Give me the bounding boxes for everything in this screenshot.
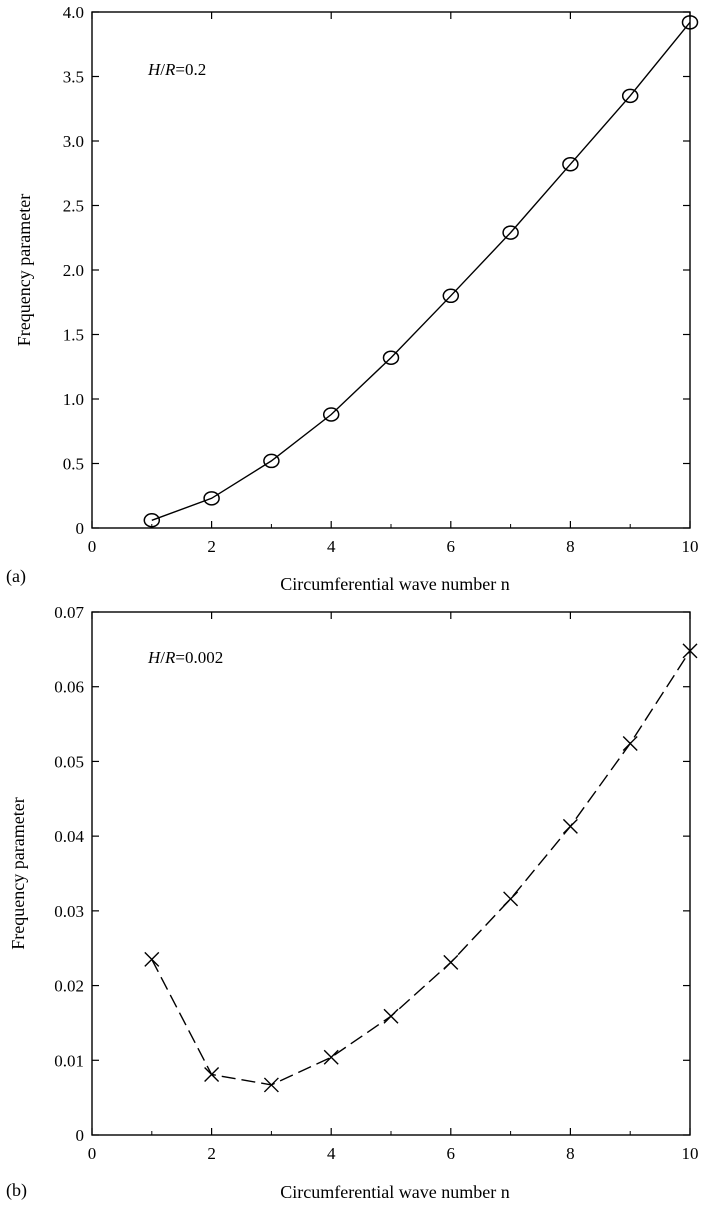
- plot-frame: [91, 611, 691, 1136]
- y-tick-label: 0.5: [63, 455, 84, 474]
- data-point-n5: [382, 350, 400, 365]
- x-tick-label: 8: [566, 537, 575, 556]
- annotation-eq: =: [175, 60, 185, 79]
- series-line: [151, 21, 691, 521]
- data-point-n3: [263, 1077, 279, 1093]
- data-point-n6: [443, 954, 459, 970]
- y-tick-label: 0.04: [54, 827, 84, 846]
- x-tick-label: 4: [327, 537, 336, 556]
- x-tick-label: 0: [88, 1144, 97, 1163]
- y-tick-label: 0.01: [54, 1051, 84, 1070]
- panel-label: (b): [6, 1180, 27, 1201]
- y-tick-label: 4.0: [63, 3, 84, 22]
- x-tick-label: 2: [207, 1144, 216, 1163]
- data-point-n7: [502, 225, 519, 240]
- annotation-var-den: R: [164, 60, 176, 79]
- x-tick-label: 8: [566, 1144, 575, 1163]
- ratio-annotation: H/R=0.2: [147, 60, 206, 79]
- data-point-n9: [621, 88, 639, 104]
- x-axis-title: Circumferential wave number n: [280, 1182, 509, 1202]
- data-point-n2: [204, 1066, 220, 1082]
- y-axis-title: Frequency parameter: [14, 194, 34, 346]
- annotation-value: 0.002: [185, 648, 223, 667]
- data-point-n8: [562, 818, 578, 834]
- x-tick-label: 0: [88, 537, 97, 556]
- data-point-n1: [143, 513, 161, 528]
- x-tick-label: 6: [447, 537, 456, 556]
- data-point-n3: [263, 453, 280, 469]
- y-tick-label: 1.0: [63, 390, 84, 409]
- x-tick-label: 10: [682, 537, 699, 556]
- y-tick-label: 3.5: [63, 68, 84, 87]
- annotation-slash: /: [160, 648, 165, 667]
- y-tick-label: 3.0: [63, 132, 84, 151]
- plot-frame: [91, 11, 691, 529]
- data-point-n4: [323, 1049, 339, 1065]
- x-tick-label: 6: [447, 1144, 456, 1163]
- panel-label: (a): [6, 566, 26, 587]
- annotation-eq: =: [175, 648, 185, 667]
- data-point-n1: [144, 951, 160, 967]
- y-tick-label: 0.03: [54, 902, 84, 921]
- y-tick-label: 0.07: [54, 603, 84, 622]
- data-point-n8: [562, 156, 579, 172]
- annotation-slash: /: [160, 60, 165, 79]
- y-tick-label: 0.02: [54, 977, 84, 996]
- ratio-annotation: H/R=0.002: [147, 648, 223, 667]
- x-tick-label: 10: [682, 1144, 699, 1163]
- data-point-n9: [622, 736, 638, 751]
- data-point-n7: [503, 891, 519, 907]
- x-tick-label: 2: [207, 537, 216, 556]
- y-tick-label: 0.05: [54, 752, 84, 771]
- annotation-var-den: R: [164, 648, 176, 667]
- chart-panel-b: 0 2 4 6 8 10 0 0.01 0.02 0.03 0.04 0.05 0.06 0.07 Circ…: [6, 603, 699, 1202]
- y-tick-label: 0: [76, 1126, 85, 1145]
- chart-panel-a: 0 2 4 6 8 10 0 0.5 1.0 1.5 2.0 2.5 3.0 3.5 4.0 Circumfe…: [6, 3, 699, 594]
- series-line: [151, 650, 691, 1086]
- y-axis-title: Frequency parameter: [8, 797, 28, 949]
- y-tick-label: 1.5: [63, 326, 84, 345]
- data-point-n10: [681, 15, 699, 30]
- y-tick-label: 0: [76, 519, 85, 538]
- y-tick-label: 2.0: [63, 261, 84, 280]
- x-tick-label: 4: [327, 1144, 336, 1163]
- annotation-var-num: H: [147, 648, 162, 667]
- annotation-value: 0.2: [185, 60, 206, 79]
- annotation-var-num: H: [147, 60, 162, 79]
- data-point-n2: [203, 491, 220, 506]
- data-point-n10: [682, 643, 698, 659]
- data-point-n6: [442, 288, 460, 304]
- y-tick-label: 2.5: [63, 197, 84, 216]
- y-tick-label: 0.06: [54, 678, 84, 697]
- x-axis-title: Circumferential wave number n: [280, 574, 509, 594]
- data-point-n4: [322, 407, 340, 422]
- data-point-n5: [383, 1008, 399, 1024]
